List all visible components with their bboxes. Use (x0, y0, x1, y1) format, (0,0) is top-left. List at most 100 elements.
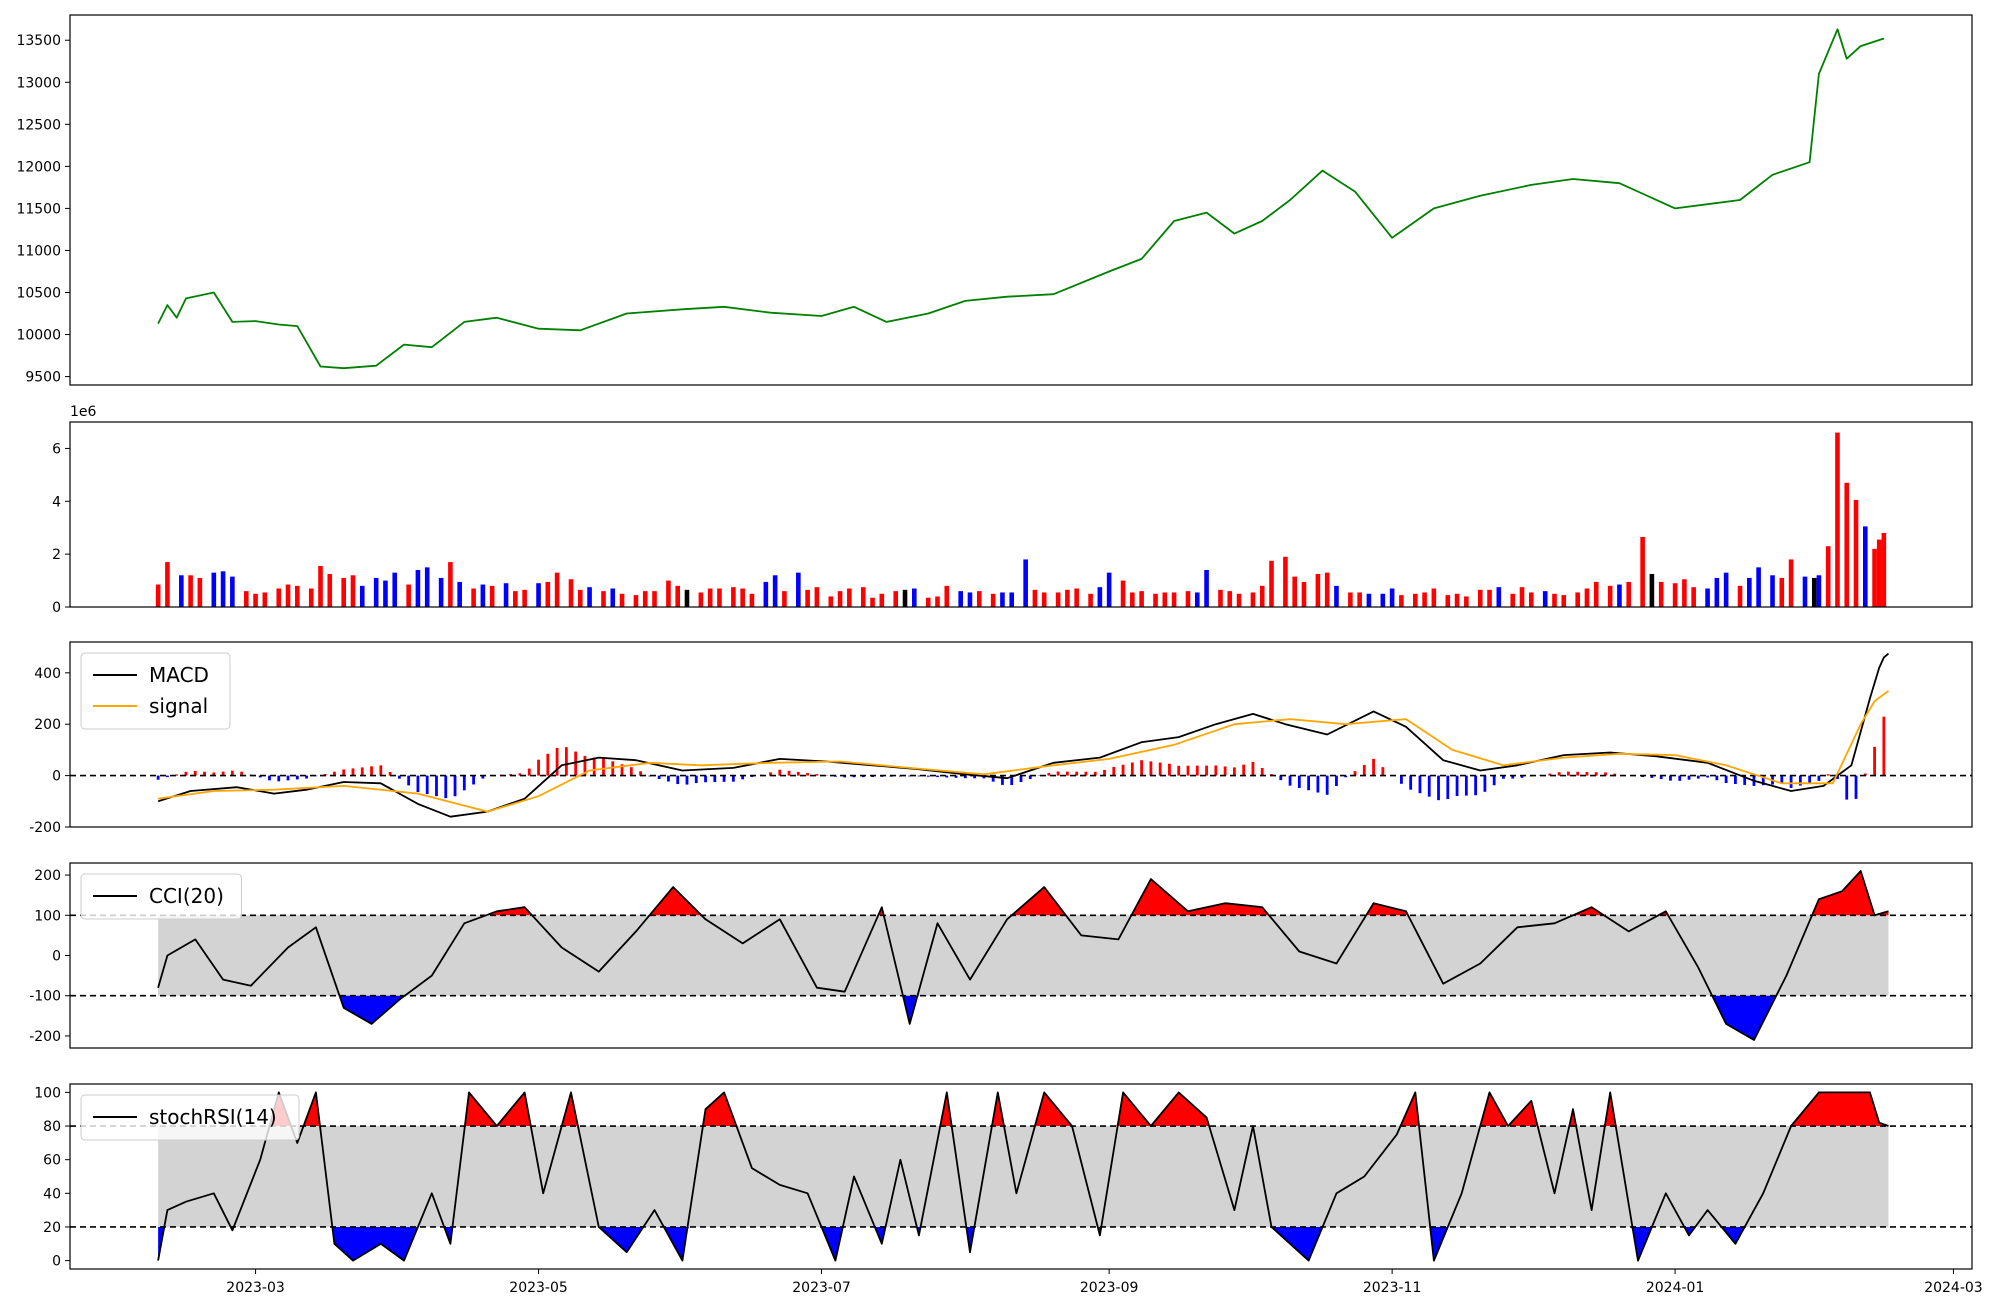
macd-histogram-bar (704, 775, 707, 783)
macd-histogram-bar (564, 747, 568, 776)
macd-histogram-bar (982, 775, 986, 779)
volume-bar (1348, 592, 1353, 607)
macd-histogram-bar (193, 770, 197, 776)
macd-histogram-bar (1474, 775, 1478, 796)
volume-bar (1065, 589, 1070, 607)
volume-bar (666, 580, 671, 607)
volume-ytick-label: 4 (52, 494, 61, 510)
macd-histogram-bar (1873, 746, 1876, 776)
macd-histogram-bar (1177, 765, 1181, 776)
volume-bar (1009, 592, 1015, 607)
macd-histogram-bar (991, 775, 995, 782)
volume-bar (1816, 575, 1822, 607)
macd-histogram-bar (908, 775, 912, 777)
volume-bar (1872, 548, 1877, 607)
stochrsi-ytick-label: 40 (43, 1186, 61, 1202)
volume-ytick-label: 2 (52, 547, 61, 563)
volume-bar (1250, 592, 1256, 607)
volume-scale-label: 1e6 (70, 404, 97, 420)
volume-bar (1218, 589, 1223, 607)
volume-bar (383, 580, 388, 607)
stochrsi-frame (69, 1083, 1973, 1270)
macd-histogram-bar (1863, 773, 1867, 776)
stochrsi-legend-label: stochRSI(14) (149, 1105, 277, 1129)
macd-ytick-label: 400 (34, 666, 61, 682)
volume-bar (1802, 576, 1808, 607)
x-tick-label: 2023-07 (792, 1280, 851, 1296)
x-axis: 2023-03 2023-05 2023-07 2023-09 2023-11 2024-… (226, 1269, 1983, 1296)
macd-histogram-bar (1557, 772, 1561, 776)
macd-histogram-bar (1613, 773, 1617, 776)
volume-bar (1487, 589, 1492, 607)
macd-histogram-bar (1492, 775, 1496, 786)
macd-histogram-bar (1344, 775, 1348, 778)
volume-bar (1626, 581, 1632, 607)
volume-bar (1770, 575, 1775, 607)
macd-histogram-bar (694, 775, 698, 784)
macd-histogram-bar (602, 758, 605, 776)
volume-bar (1788, 559, 1794, 607)
macd-histogram-bar (268, 775, 271, 781)
macd-histogram-bar (305, 775, 308, 779)
volume-bar (1853, 499, 1859, 607)
volume-bar (188, 575, 193, 607)
volume-bar (990, 593, 996, 607)
stochrsi-ytick-label: 80 (43, 1119, 61, 1135)
volume-bar (1041, 592, 1047, 607)
volume-bar (642, 591, 648, 607)
macd-histogram-bar (1743, 775, 1747, 785)
macd-histogram-bar (1353, 771, 1357, 776)
macd-histogram-bar (1669, 775, 1672, 781)
volume-bar (1561, 595, 1567, 607)
macd-histogram-bar (926, 775, 930, 777)
macd-histogram-bar (1400, 775, 1403, 784)
volume-bar (1519, 587, 1525, 607)
macd-ytick-label: -200 (29, 820, 61, 836)
volume-bar (1593, 581, 1599, 607)
macd-series-line-0 (157, 652, 1890, 818)
volume-bar (415, 570, 421, 607)
macd-histogram-bar (1214, 765, 1218, 776)
cci-ytick-label: 100 (34, 908, 61, 924)
volume-bar (545, 581, 551, 607)
volume-bar (1510, 593, 1516, 607)
price-plot-area (157, 28, 1885, 370)
volume-bar (601, 591, 606, 607)
macd-histogram-bar (1158, 762, 1162, 776)
volume-bar (652, 591, 657, 607)
volume-bar (568, 579, 574, 607)
macd-histogram-bar (1678, 775, 1682, 781)
x-tick-label: 2024-03 (1924, 1280, 1983, 1296)
macd-legend: MACD signal (80, 652, 231, 730)
volume-bar (1269, 560, 1274, 607)
macd-ytick-label: 0 (52, 769, 61, 785)
volume-bar (1334, 585, 1339, 607)
volume-bar (1431, 588, 1437, 607)
macd-histogram-bar (1112, 766, 1116, 776)
macd-histogram-bar (1882, 716, 1886, 776)
macd-histogram-bar (462, 775, 466, 791)
macd-histogram-bar (1817, 775, 1821, 781)
volume-bar (1153, 593, 1158, 607)
macd-histogram-bar (221, 771, 225, 776)
volume-bar (1088, 593, 1093, 607)
volume-bar (828, 596, 834, 607)
volume-bar (967, 592, 973, 607)
macd-histogram-bar (1316, 775, 1320, 793)
macd-histogram-bar (1826, 774, 1830, 776)
volume-bar (870, 597, 875, 607)
volume-bar (796, 572, 801, 607)
volume-bar (155, 584, 161, 607)
volume-bar (847, 588, 852, 607)
macd-legend-box (80, 652, 231, 730)
macd-histogram-bar (1734, 775, 1737, 784)
macd-histogram-bar (1205, 765, 1208, 776)
volume-bar (577, 589, 583, 607)
macd-histogram-bar (1168, 763, 1171, 776)
macd-histogram-bar (1427, 775, 1431, 797)
macd-histogram-bar (1297, 775, 1301, 788)
volume-bar (350, 575, 356, 607)
volume-ytick-label: 0 (52, 600, 61, 616)
volume-bar (448, 562, 453, 607)
volume-bar (633, 595, 639, 607)
